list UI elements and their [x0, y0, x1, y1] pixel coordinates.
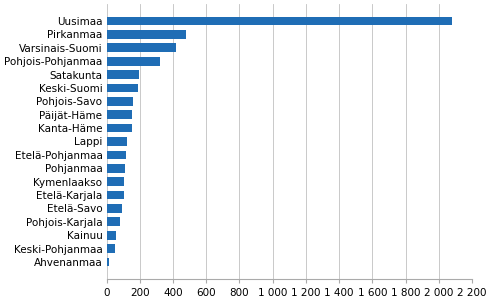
Bar [107, 57, 160, 66]
Bar [107, 84, 138, 92]
Bar [107, 30, 186, 39]
Bar [107, 191, 124, 199]
Bar [107, 204, 122, 213]
Bar [107, 124, 132, 133]
Bar [107, 43, 176, 52]
Bar [107, 231, 116, 239]
Bar [107, 70, 139, 79]
Bar [107, 150, 126, 159]
Bar [107, 97, 133, 106]
Bar [107, 137, 127, 146]
Bar [107, 177, 124, 186]
Bar [107, 17, 452, 25]
Bar [107, 164, 125, 173]
Bar [107, 258, 109, 266]
Bar [107, 217, 120, 226]
Bar [107, 244, 115, 253]
Bar [107, 110, 133, 119]
